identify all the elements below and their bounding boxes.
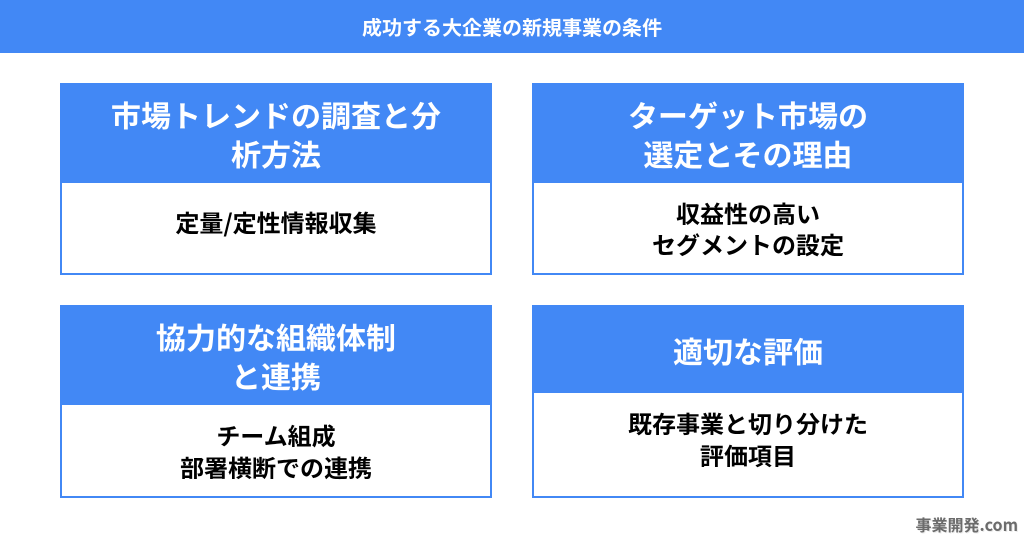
card-head-line: 選定とその理由 xyxy=(542,134,954,173)
card-body-line: 定量/定性情報収集 xyxy=(70,206,482,237)
card-head: 市場トレンドの調査と分 析方法 xyxy=(62,85,490,183)
card-body: 定量/定性情報収集 xyxy=(62,183,490,261)
card-body-line: セグメントの設定 xyxy=(542,228,954,259)
card-body: チーム組成 部署横断での連携 xyxy=(62,405,490,495)
header-bar: 成功する大企業の新規事業の条件 xyxy=(0,0,1024,53)
card-head: ターゲット市場の 選定とその理由 xyxy=(534,85,962,183)
card-body-line: 評価項目 xyxy=(542,439,954,470)
card-market-trend: 市場トレンドの調査と分 析方法 定量/定性情報収集 xyxy=(60,83,492,275)
card-head-line: 析方法 xyxy=(70,134,482,173)
card-body-line: 収益性の高い xyxy=(542,197,954,228)
card-head-line: 市場トレンドの調査と分 xyxy=(70,95,482,134)
card-head-line: と連携 xyxy=(70,356,482,395)
card-evaluation: 適切な評価 既存事業と切り分けた 評価項目 xyxy=(532,305,964,497)
card-head-line: ターゲット市場の xyxy=(542,95,954,134)
cards-grid: 市場トレンドの調査と分 析方法 定量/定性情報収集 ターゲット市場の 選定とその… xyxy=(0,53,1024,518)
card-head-line: 協力的な組織体制 xyxy=(70,317,482,356)
watermark: 事業開発.com xyxy=(915,512,1018,536)
card-body-line: チーム組成 xyxy=(70,419,482,450)
card-head: 協力的な組織体制 と連携 xyxy=(62,307,490,405)
card-head: 適切な評価 xyxy=(534,307,962,393)
card-body: 既存事業と切り分けた 評価項目 xyxy=(534,393,962,483)
card-body: 収益性の高い セグメントの設定 xyxy=(534,183,962,273)
card-org-structure: 協力的な組織体制 と連携 チーム組成 部署横断での連携 xyxy=(60,305,492,497)
card-body-line: 部署横断での連携 xyxy=(70,451,482,482)
card-head-line: 適切な評価 xyxy=(542,331,954,370)
card-body-line: 既存事業と切り分けた xyxy=(542,407,954,438)
card-target-market: ターゲット市場の 選定とその理由 収益性の高い セグメントの設定 xyxy=(532,83,964,275)
